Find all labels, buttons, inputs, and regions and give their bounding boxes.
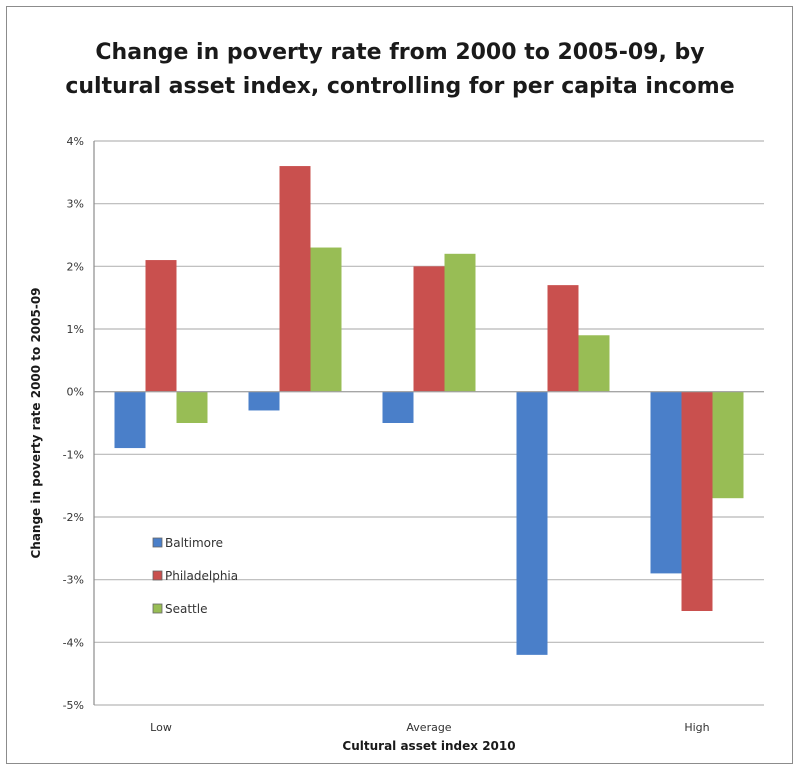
y-tick-label: -1%	[63, 448, 84, 461]
bar-baltimore	[248, 391, 280, 411]
bars	[94, 166, 764, 655]
legend-label: Philadelphia	[165, 569, 238, 583]
y-tick-label: -3%	[63, 574, 84, 587]
legend-swatch	[152, 570, 163, 581]
bar-baltimore	[382, 391, 414, 423]
y-tick-labels: -5% -4% -3% -2% -1% 0% 1% 2% 3% 4%	[63, 135, 84, 712]
y-axis-title: Change in poverty rate 2000 to 2005-09	[29, 287, 43, 558]
y-tick-label: -4%	[63, 636, 84, 649]
y-tick-label: 4%	[67, 135, 84, 148]
gridlines	[93, 140, 764, 706]
bar-philadelphia	[681, 391, 713, 611]
chart-frame	[6, 6, 793, 764]
y-tick-label: 0%	[67, 386, 84, 399]
legend-label: Seattle	[165, 602, 207, 616]
y-tick-label: 2%	[67, 260, 84, 273]
bar-seattle	[444, 253, 476, 392]
y-tick-label: -5%	[63, 699, 84, 712]
bar-seattle	[578, 335, 610, 392]
legend-swatch	[152, 537, 163, 548]
x-tick-label: Average	[406, 721, 451, 734]
y-tick-label: 1%	[67, 323, 84, 336]
bar-seattle	[712, 391, 744, 499]
y-tick-label: 3%	[67, 198, 84, 211]
bar-philadelphia	[547, 285, 579, 392]
bar-baltimore	[516, 391, 548, 655]
legend: Baltimore Philadelphia Seattle	[152, 536, 238, 616]
chart-title: Change in poverty rate from 2000 to 2005…	[65, 40, 735, 99]
bar-baltimore	[114, 391, 146, 449]
bar-philadelphia	[145, 260, 177, 392]
bar-seattle	[310, 247, 342, 392]
bar-seattle	[176, 391, 208, 423]
x-tick-label: Low	[150, 721, 172, 734]
legend-swatch	[152, 603, 163, 614]
bar-philadelphia	[279, 166, 311, 392]
x-tick-label: High	[684, 721, 709, 734]
bar-baltimore	[650, 391, 682, 574]
bar-philadelphia	[413, 266, 445, 392]
x-tick-labels: Low Average High	[150, 721, 709, 734]
legend-label: Baltimore	[165, 536, 223, 550]
x-axis-title: Cultural asset index 2010	[342, 739, 515, 753]
y-tick-label: -2%	[63, 511, 84, 524]
